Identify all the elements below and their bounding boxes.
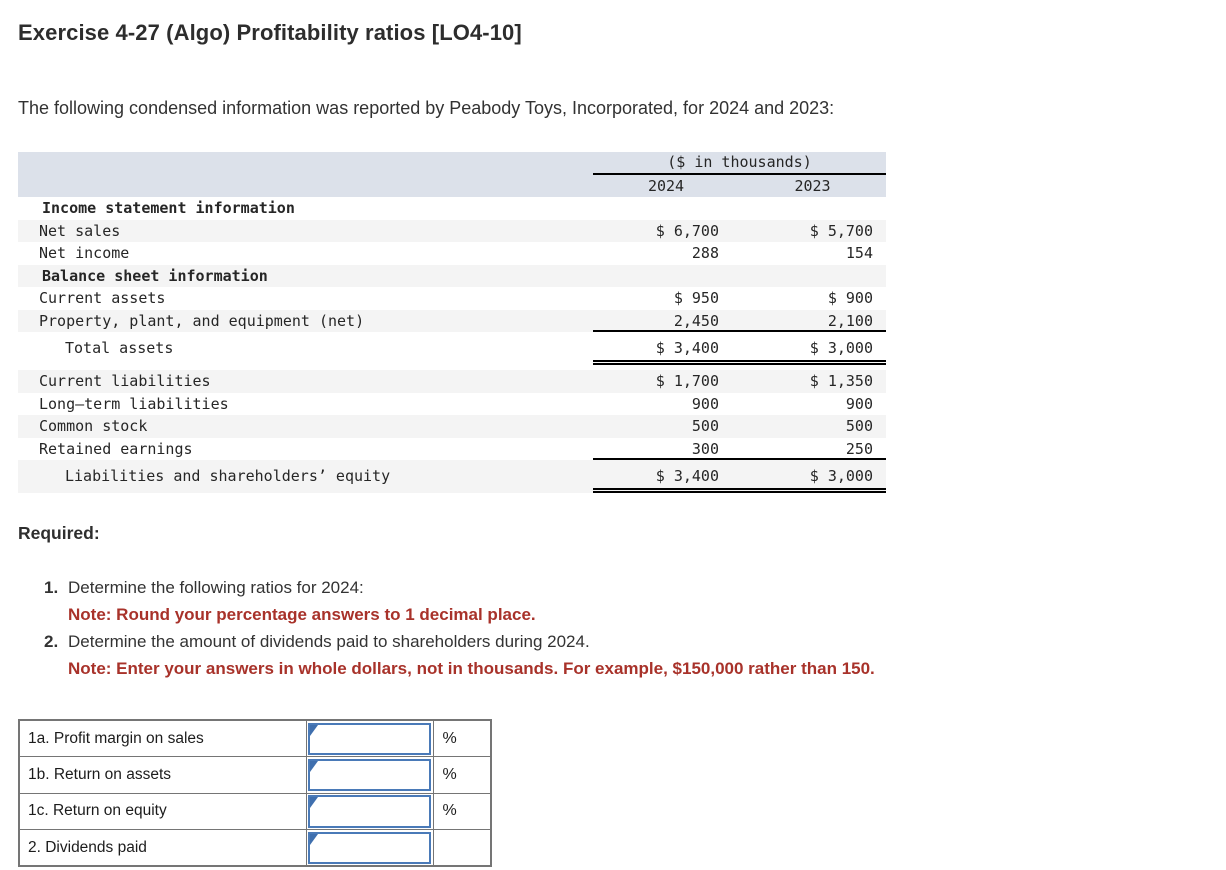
value-2024 (593, 197, 739, 220)
value-2024: 900 (691, 394, 719, 413)
return-on-equity-input-box (308, 795, 431, 828)
row-label: Total assets (65, 339, 174, 357)
row-liabilities-and-equity: Liabilities and shareholders’ equity $ 3… (18, 460, 886, 493)
row-label: Property, plant, and equipment (net) (39, 311, 365, 330)
value-2023: 154 (845, 244, 873, 262)
value-2024 (593, 265, 739, 288)
value-2024: $ 1,700 (655, 372, 719, 390)
value-2024: 500 (691, 417, 719, 435)
units-header: ($ in thousands) (593, 152, 886, 175)
dividends-paid-input[interactable] (310, 833, 429, 862)
answer-row-return-on-assets: 1b. Return on assets % (18, 756, 492, 794)
percent-suffix: % (432, 719, 492, 757)
row-label: Common stock (39, 417, 148, 435)
required-item-1: 1. Determine the following ratios for 20… (44, 574, 1226, 628)
value-2023: 900 (845, 394, 873, 413)
column-header-2024: 2024 (647, 176, 685, 195)
row-label: Net sales (39, 221, 121, 240)
row-label: Current liabilities (39, 372, 211, 390)
dividends-paid-input-box (308, 831, 431, 864)
value-2024: 300 (691, 439, 719, 458)
row-label: Income statement information (42, 199, 295, 217)
row-common-stock: Common stock 500 500 (18, 415, 886, 438)
answer-label: 2. Dividends paid (18, 829, 307, 867)
percent-suffix (432, 829, 492, 867)
page-title: Exercise 4-27 (Algo) Profitability ratio… (18, 20, 522, 45)
value-2024: $ 950 (673, 289, 719, 307)
section-row-income-statement: Income statement information (18, 197, 886, 220)
value-2023: $ 3,000 (809, 467, 873, 485)
row-net-sales: Net sales $ 6,700 $ 5,700 (18, 219, 886, 242)
value-2023: 500 (845, 417, 873, 435)
item-number: 1. (44, 578, 59, 597)
column-header-2023: 2023 (794, 176, 831, 195)
value-2024: 288 (691, 244, 719, 262)
answer-row-profit-margin: 1a. Profit margin on sales % (18, 719, 492, 757)
profit-margin-input-box (308, 722, 431, 755)
value-2024: $ 6,700 (655, 221, 719, 240)
item-text: Determine the amount of dividends paid t… (68, 632, 590, 651)
return-on-assets-input[interactable] (310, 760, 429, 789)
row-current-assets: Current assets $ 950 $ 900 (18, 287, 886, 310)
value-2023: 2,100 (827, 311, 873, 330)
row-ppe-net: Property, plant, and equipment (net) 2,4… (18, 309, 886, 332)
row-label: Balance sheet information (42, 266, 268, 285)
answer-label: 1b. Return on assets (18, 756, 307, 794)
units-header-row: ($ in thousands) (18, 152, 886, 175)
value-2024: $ 3,400 (655, 339, 719, 357)
row-total-assets: Total assets $ 3,400 $ 3,000 (18, 332, 886, 365)
return-on-equity-input[interactable] (310, 797, 429, 826)
value-2024: 2,450 (673, 311, 719, 330)
value-2023: $ 900 (827, 289, 873, 307)
row-label: Current assets (39, 289, 166, 307)
value-2023: $ 5,700 (809, 221, 873, 240)
answer-row-dividends-paid: 2. Dividends paid (18, 829, 492, 867)
required-item-2: 2. Determine the amount of dividends pai… (44, 628, 1226, 682)
return-on-assets-input-box (308, 758, 431, 791)
required-heading: Required: (18, 523, 100, 543)
spacer (18, 152, 593, 175)
value-2023: $ 3,000 (809, 339, 873, 357)
profit-margin-input[interactable] (310, 724, 429, 753)
item-note: Note: Round your percentage answers to 1… (68, 605, 536, 624)
section-row-balance-sheet: Balance sheet information (18, 264, 886, 288)
row-retained-earnings: Retained earnings 300 250 (18, 438, 886, 460)
value-2023 (739, 197, 886, 220)
answer-label: 1c. Return on equity (18, 792, 307, 830)
row-net-income: Net income 288 154 (18, 242, 886, 265)
value-2023 (739, 265, 886, 288)
row-label: Long–term liabilities (39, 394, 229, 413)
row-label: Liabilities and shareholders’ equity (65, 467, 391, 485)
answer-row-return-on-equity: 1c. Return on equity % (18, 792, 492, 830)
row-label: Net income (39, 244, 130, 262)
item-number: 2. (44, 632, 59, 651)
year-header-row: 2024 2023 (18, 174, 886, 198)
value-2024: $ 3,400 (655, 467, 719, 485)
answer-label: 1a. Profit margin on sales (18, 719, 307, 757)
financial-table: ($ in thousands) 2024 2023 Income statem… (18, 152, 886, 493)
intro-text: The following condensed information was … (18, 98, 835, 118)
row-label: Retained earnings (39, 439, 193, 458)
value-2023: 250 (845, 439, 873, 458)
spacer (18, 175, 593, 198)
item-text: Determine the following ratios for 2024: (68, 578, 364, 597)
item-note: Note: Enter your answers in whole dollar… (68, 659, 875, 678)
row-current-liabilities: Current liabilities $ 1,700 $ 1,350 (18, 370, 886, 393)
percent-suffix: % (432, 792, 492, 830)
value-2023: $ 1,350 (809, 372, 873, 390)
answer-table: 1a. Profit margin on sales % 1b. Return … (18, 719, 492, 867)
row-long-term-liabilities: Long–term liabilities 900 900 (18, 393, 886, 416)
required-list: 1. Determine the following ratios for 20… (44, 574, 1226, 682)
percent-suffix: % (432, 756, 492, 794)
